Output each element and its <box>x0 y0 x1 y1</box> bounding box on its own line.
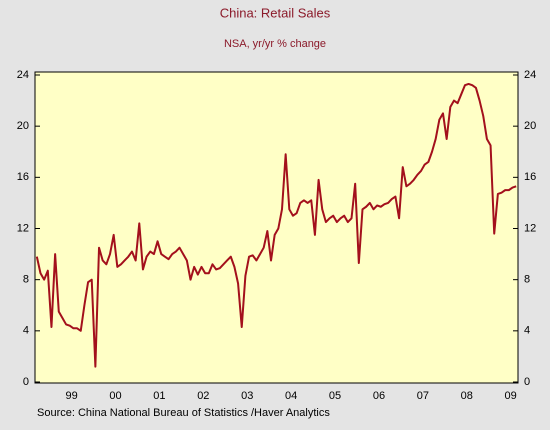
y2-tick-label: 20 <box>524 120 536 132</box>
y2-tick-label: 0 <box>524 376 530 388</box>
x-tick-label: 99 <box>65 390 77 402</box>
y-tick-label: 8 <box>23 274 29 286</box>
y-tick-label: 12 <box>17 222 29 234</box>
x-tick-label: 02 <box>197 390 209 402</box>
chart-title: China: Retail Sales <box>220 5 331 20</box>
x-tick-label: 01 <box>153 390 165 402</box>
y2-tick-label: 8 <box>524 274 530 286</box>
x-tick-label: 06 <box>373 390 385 402</box>
x-tick-label: 08 <box>461 390 473 402</box>
x-tick-label: 04 <box>285 390 297 402</box>
y-tick-label: 0 <box>23 376 29 388</box>
y-tick-label: 24 <box>17 69 29 81</box>
plot-area <box>34 71 519 384</box>
y-tick-label: 4 <box>23 325 29 337</box>
y2-tick-label: 24 <box>524 69 536 81</box>
chart-subtitle: NSA, yr/yr % change <box>224 38 326 50</box>
y2-tick-label: 16 <box>524 171 536 183</box>
x-tick-label: 05 <box>329 390 341 402</box>
x-tick-label: 09 <box>505 390 517 402</box>
y2-tick-label: 12 <box>524 222 536 234</box>
y-tick-label: 16 <box>17 171 29 183</box>
y2-tick-label: 4 <box>524 325 530 337</box>
y-tick-label: 20 <box>17 120 29 132</box>
source-note: Source: China National Bureau of Statist… <box>37 407 330 419</box>
x-tick-label: 03 <box>241 390 253 402</box>
x-tick-label: 07 <box>417 390 429 402</box>
x-tick-label: 00 <box>109 390 121 402</box>
data-line <box>35 82 517 368</box>
